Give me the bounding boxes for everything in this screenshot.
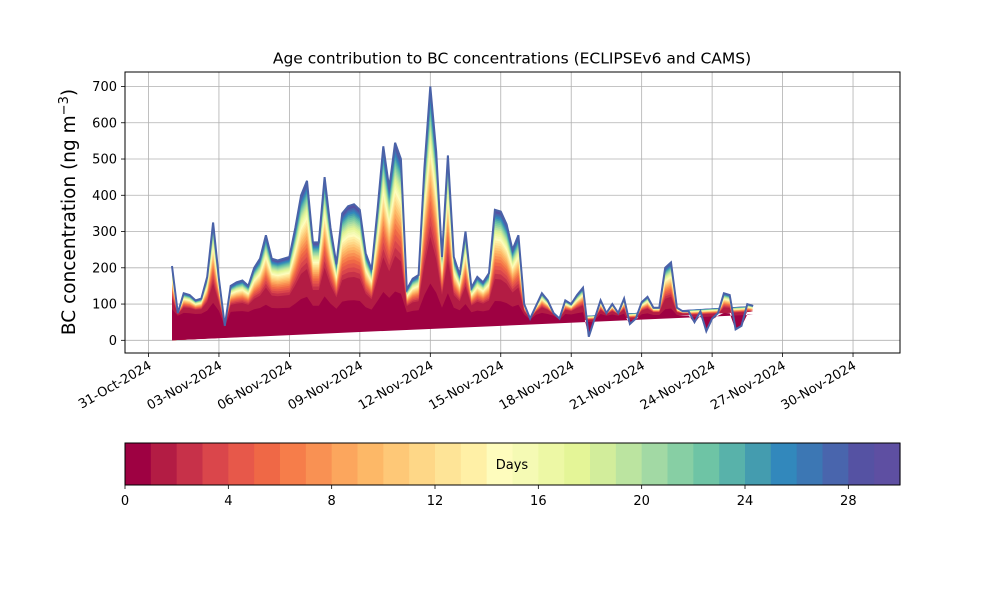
total-concentration-line bbox=[171, 86, 754, 338]
colorbar-axis: 0 4 8 12 16 20 24 28 bbox=[121, 485, 857, 509]
y-tick-label: 0 bbox=[109, 334, 117, 349]
x-tick-label: 15-Nov-2024 bbox=[426, 358, 506, 413]
colorbar-swatch bbox=[693, 443, 720, 485]
y-axis-label: BC concentration (ng m−3) bbox=[57, 89, 80, 335]
age-band-area bbox=[172, 283, 754, 341]
colorbar-swatch bbox=[770, 443, 798, 485]
colorbar-swatch bbox=[486, 443, 514, 485]
colorbar-swatch bbox=[590, 443, 617, 485]
colorbar-swatch bbox=[460, 443, 488, 485]
x-tick-label: 12-Nov-2024 bbox=[356, 358, 436, 413]
colorbar-swatch bbox=[564, 443, 591, 485]
colorbar-swatch bbox=[719, 443, 746, 485]
plot-frame bbox=[124, 71, 901, 354]
y-tick-label: 500 bbox=[92, 153, 117, 168]
colorbar-tick-label: 16 bbox=[530, 494, 547, 509]
x-tick-label: 18-Nov-2024 bbox=[497, 358, 577, 413]
colorbar-swatch bbox=[357, 443, 384, 485]
colorbar-frame bbox=[124, 442, 901, 486]
colorbar-swatch bbox=[176, 443, 204, 485]
colorbar-swatch bbox=[848, 443, 875, 485]
colorbar-swatch bbox=[538, 443, 565, 485]
colorbar-label: Days bbox=[496, 458, 529, 473]
colorbar-swatch bbox=[280, 443, 307, 485]
colorbar-tick-label: 20 bbox=[633, 494, 650, 509]
colorbar-swatch bbox=[615, 443, 643, 485]
age-stack-areas bbox=[172, 86, 754, 341]
colorbar-tick-label: 8 bbox=[328, 494, 336, 509]
colorbar-swatch bbox=[512, 443, 539, 485]
colorbar-swatch bbox=[331, 443, 359, 485]
y-tick-label: 100 bbox=[92, 298, 117, 313]
colorbar-swatch bbox=[150, 443, 178, 485]
chart-title: Age contribution to BC concentrations (E… bbox=[273, 50, 751, 68]
y-tick-label: 600 bbox=[92, 116, 117, 131]
y-tick-label: 700 bbox=[92, 80, 117, 95]
y-tick-label: 200 bbox=[92, 261, 117, 276]
colorbar-swatch bbox=[667, 443, 694, 485]
x-tick-label: 31-Oct-2024 bbox=[76, 358, 154, 412]
colorbar-swatch bbox=[202, 443, 229, 485]
colorbar-swatch bbox=[435, 443, 462, 485]
x-tick-label: 09-Nov-2024 bbox=[286, 358, 366, 413]
x-axis: 31-Oct-202403-Nov-202406-Nov-202409-Nov-… bbox=[76, 353, 859, 413]
colorbar-swatch bbox=[228, 443, 255, 485]
colorbar-tick-label: 4 bbox=[224, 494, 232, 509]
x-tick-label: 06-Nov-2024 bbox=[215, 358, 295, 413]
x-tick-label: 03-Nov-2024 bbox=[145, 358, 225, 413]
colorbar-tick-label: 12 bbox=[427, 494, 444, 509]
colorbar-tick-label: 24 bbox=[737, 494, 754, 509]
y-tick-label: 400 bbox=[92, 189, 117, 204]
colorbar-swatch bbox=[254, 443, 281, 485]
colorbar-swatch bbox=[125, 443, 152, 485]
colorbar-swatch bbox=[305, 443, 333, 485]
colorbar bbox=[125, 443, 901, 485]
colorbar-swatch bbox=[822, 443, 849, 485]
colorbar-swatch bbox=[641, 443, 669, 485]
x-tick-label: 30-Nov-2024 bbox=[779, 358, 859, 413]
x-tick-label: 27-Nov-2024 bbox=[708, 358, 788, 413]
y-axis: 0 100 200 300 400 500 600 700 bbox=[92, 80, 125, 349]
x-tick-label: 24-Nov-2024 bbox=[638, 358, 718, 413]
colorbar-swatch bbox=[409, 443, 436, 485]
colorbar-swatch bbox=[796, 443, 824, 485]
colorbar-swatch bbox=[383, 443, 410, 485]
x-tick-label: 21-Nov-2024 bbox=[567, 358, 647, 413]
colorbar-swatch bbox=[874, 443, 901, 485]
colorbar-tick-label: 28 bbox=[840, 494, 857, 509]
y-tick-label: 300 bbox=[92, 225, 117, 240]
colorbar-tick-label: 0 bbox=[121, 494, 129, 509]
colorbar-swatch bbox=[745, 443, 772, 485]
